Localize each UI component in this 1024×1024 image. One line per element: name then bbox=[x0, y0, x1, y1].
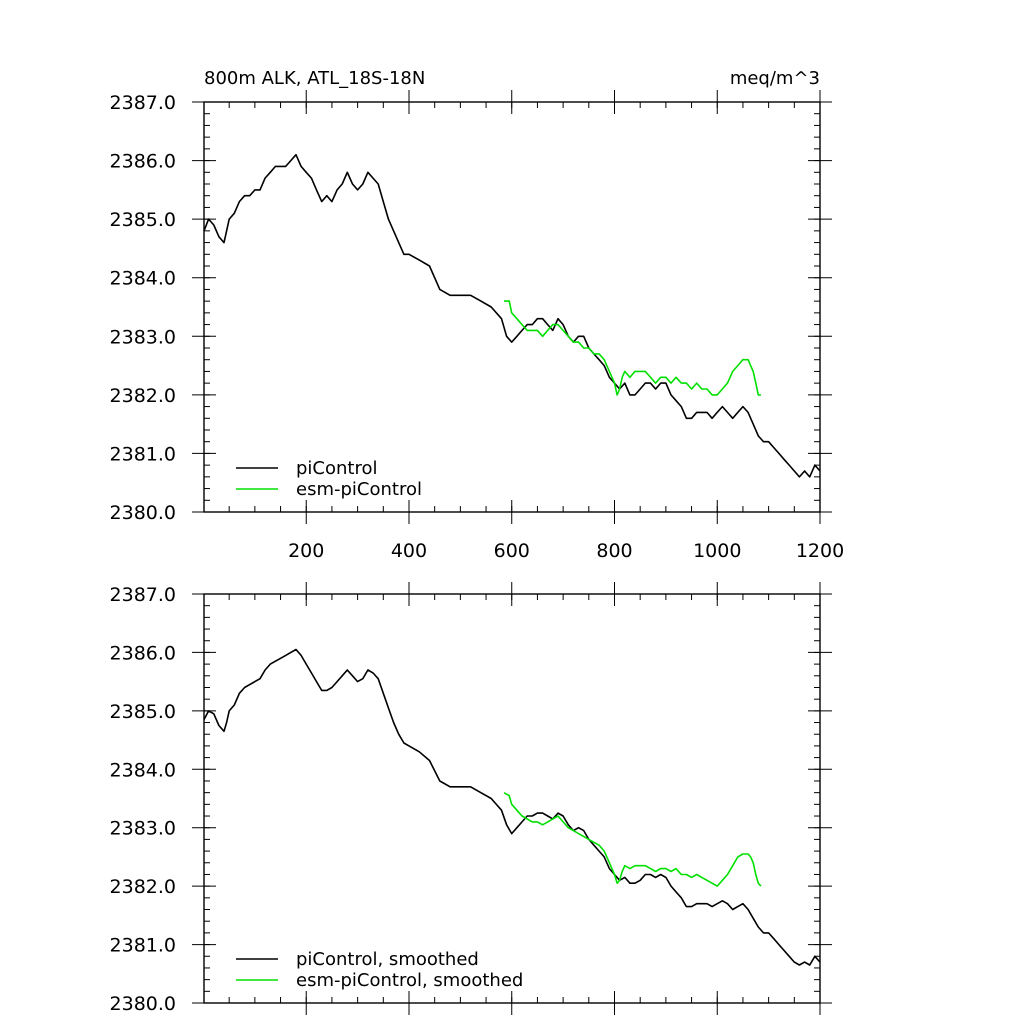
y-tick-label: 2385.0 bbox=[110, 209, 176, 231]
series-line-esm-picontrol-smoothed bbox=[503, 792, 762, 887]
plot-frame bbox=[203, 593, 821, 1004]
y-tick-label: 2380.0 bbox=[110, 993, 176, 1015]
y-minor-ticks bbox=[204, 101, 820, 513]
y-minor-ticks bbox=[204, 593, 820, 1004]
x-tick-label: 1000 bbox=[693, 540, 741, 562]
series-line-picontrol-smoothed bbox=[203, 648, 821, 966]
y-tick-label: 2383.0 bbox=[110, 818, 176, 840]
y-tick-label: 2381.0 bbox=[110, 443, 176, 465]
y-tick-label: 2387.0 bbox=[110, 92, 176, 114]
series-line-esm-picontrol bbox=[504, 300, 761, 396]
y-tick-label: 2386.0 bbox=[110, 151, 176, 173]
top-panel: 2380.0 2381.0 2382.0 2383.0 2384.0 2385.0 2386… bbox=[110, 68, 845, 562]
x-tick-label: 400 bbox=[391, 540, 427, 562]
x-tick-label: 800 bbox=[596, 540, 632, 562]
legend-label: esm-piControl, smoothed bbox=[296, 970, 523, 991]
units-label: meq/m^3 bbox=[730, 68, 820, 89]
y-tick-label: 2385.0 bbox=[110, 701, 176, 723]
legend-label: piControl, smoothed bbox=[296, 949, 479, 970]
y-tick-label: 2382.0 bbox=[110, 876, 176, 898]
x-minor-ticks bbox=[228, 102, 795, 512]
y-tick-label: 2380.0 bbox=[110, 502, 176, 524]
chart-title: 800m ALK, ATL_18S-18N bbox=[204, 68, 425, 89]
y-tick-label: 2383.0 bbox=[110, 326, 176, 348]
y-tick-label: 2384.0 bbox=[110, 759, 176, 781]
y-tick-label: 2384.0 bbox=[110, 268, 176, 290]
y-tick-label: 2381.0 bbox=[110, 935, 176, 957]
y-tick-label: 2382.0 bbox=[110, 385, 176, 407]
x-tick-label: 600 bbox=[494, 540, 530, 562]
legend-label: esm-piControl bbox=[296, 479, 422, 500]
series-line-picontrol bbox=[203, 153, 821, 478]
x-tick-label: 200 bbox=[288, 540, 324, 562]
plot-frame bbox=[203, 101, 821, 513]
x-minor-ticks bbox=[228, 594, 795, 1003]
legend-label: piControl bbox=[296, 458, 378, 479]
y-tick-label: 2387.0 bbox=[110, 584, 176, 606]
bottom-panel: 2380.0 2381.0 2382.0 2383.0 2384.0 2385.0 2386… bbox=[110, 582, 832, 1015]
y-tick-label: 2386.0 bbox=[110, 642, 176, 664]
x-tick-label: 1200 bbox=[796, 540, 844, 562]
